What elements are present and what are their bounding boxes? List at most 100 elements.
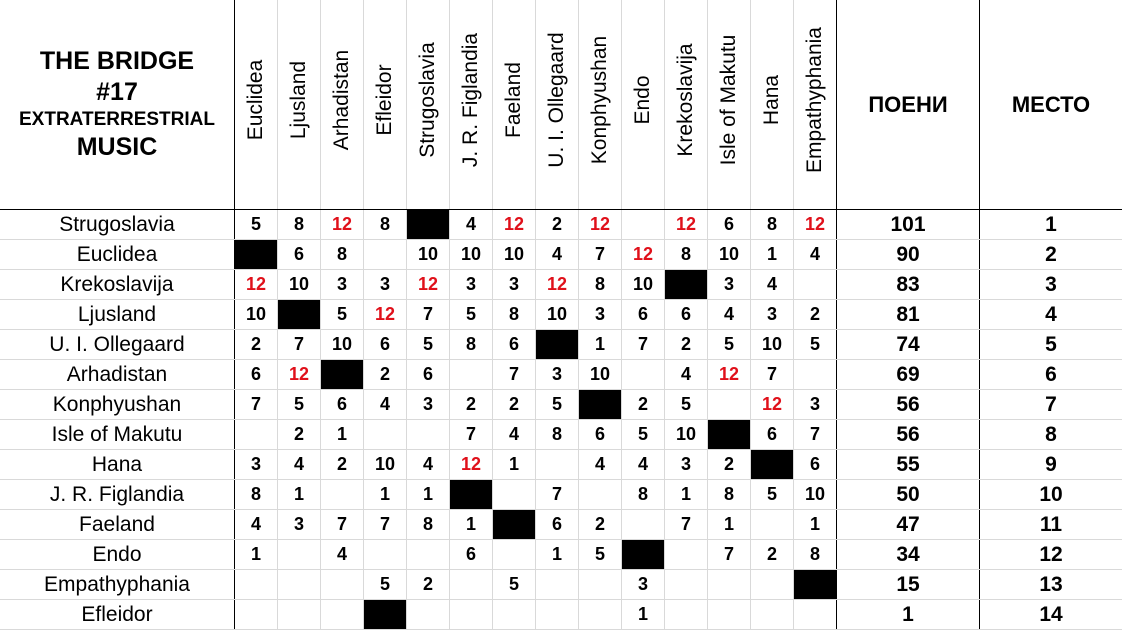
voter-name: Euclidea: [244, 60, 268, 141]
score-cell: 10: [794, 480, 837, 510]
score-cell: 10: [536, 300, 579, 330]
score-cell: 2: [708, 450, 751, 480]
score-cell: 1: [278, 480, 321, 510]
score-cell: 6: [278, 240, 321, 270]
voter-header: Efleidor: [364, 0, 407, 210]
voter-header: Konphyushan: [579, 0, 622, 210]
score-cell: 8: [794, 540, 837, 570]
voter-name: Endo: [631, 75, 655, 124]
voter-header: Isle of Makutu: [708, 0, 751, 210]
score-cell: 1: [708, 510, 751, 540]
country-name: U. I. Ollegaard: [0, 330, 235, 360]
total-points: 69: [837, 360, 980, 390]
place-rank: 13: [980, 570, 1122, 600]
voter-name: Efleidor: [373, 64, 397, 135]
score-cell: 8: [321, 240, 364, 270]
score-cell: [235, 600, 278, 630]
score-cell: [493, 600, 536, 630]
place-rank: 7: [980, 390, 1122, 420]
score-cell: 7: [536, 480, 579, 510]
country-name: Krekoslavija: [0, 270, 235, 300]
score-cell: [493, 480, 536, 510]
score-cell: 12: [665, 210, 708, 240]
score-cell: 5: [794, 330, 837, 360]
score-cell: 3: [751, 300, 794, 330]
voter-name: Strugoslavia: [416, 42, 440, 158]
total-points: 15: [837, 570, 980, 600]
score-cell: 10: [407, 240, 450, 270]
country-name: Empathyphania: [0, 570, 235, 600]
score-cell: [579, 570, 622, 600]
voter-header: Empathyphania: [794, 0, 837, 210]
voter-header: Endo: [622, 0, 665, 210]
score-cell: 1: [536, 540, 579, 570]
self-vote-cell: [364, 600, 407, 630]
score-cell: 8: [407, 510, 450, 540]
voter-name: Faeland: [502, 62, 526, 138]
voter-name: Konphyushan: [588, 36, 612, 164]
score-cell: [794, 600, 837, 630]
score-cell: 4: [235, 510, 278, 540]
place-rank: 8: [980, 420, 1122, 450]
voter-name: Arhadistan: [330, 50, 354, 150]
score-cell: [751, 510, 794, 540]
score-cell: 12: [536, 270, 579, 300]
score-cell: 12: [579, 210, 622, 240]
score-cell: 3: [493, 270, 536, 300]
place-header: МЕСТО: [980, 0, 1122, 210]
score-cell: [278, 540, 321, 570]
score-cell: 4: [493, 420, 536, 450]
country-name: Hana: [0, 450, 235, 480]
score-cell: [493, 540, 536, 570]
score-cell: 3: [665, 450, 708, 480]
voter-name: Empathyphania: [803, 27, 827, 173]
total-points: 101: [837, 210, 980, 240]
voter-header: U. I. Ollegaard: [536, 0, 579, 210]
score-cell: [622, 210, 665, 240]
total-points: 47: [837, 510, 980, 540]
voter-header: Krekoslavija: [665, 0, 708, 210]
total-points: 1: [837, 600, 980, 630]
score-cell: [708, 570, 751, 600]
self-vote-cell: [751, 450, 794, 480]
score-cell: 1: [794, 510, 837, 540]
score-cell: 7: [665, 510, 708, 540]
score-cell: 8: [579, 270, 622, 300]
score-cell: 8: [536, 420, 579, 450]
score-cell: 7: [622, 330, 665, 360]
voter-header: J. R. Figlandia: [450, 0, 493, 210]
score-cell: 4: [364, 390, 407, 420]
self-vote-cell: [493, 510, 536, 540]
score-cell: 10: [579, 360, 622, 390]
self-vote-cell: [794, 570, 837, 600]
score-cell: 4: [794, 240, 837, 270]
voter-name: Isle of Makutu: [717, 35, 741, 166]
score-cell: [579, 600, 622, 630]
score-cell: [794, 270, 837, 300]
score-cell: [708, 600, 751, 630]
score-cell: [751, 570, 794, 600]
place-rank: 14: [980, 600, 1122, 630]
score-cell: [794, 360, 837, 390]
score-cell: 5: [364, 570, 407, 600]
place-rank: 9: [980, 450, 1122, 480]
score-cell: [364, 540, 407, 570]
score-cell: 12: [794, 210, 837, 240]
score-cell: 7: [708, 540, 751, 570]
score-cell: 6: [235, 360, 278, 390]
title-line-1: THE BRIDGE: [0, 46, 234, 77]
place-rank: 2: [980, 240, 1122, 270]
score-cell: 6: [622, 300, 665, 330]
score-cell: 6: [493, 330, 536, 360]
score-cell: 6: [364, 330, 407, 360]
place-rank: 6: [980, 360, 1122, 390]
score-cell: 7: [579, 240, 622, 270]
